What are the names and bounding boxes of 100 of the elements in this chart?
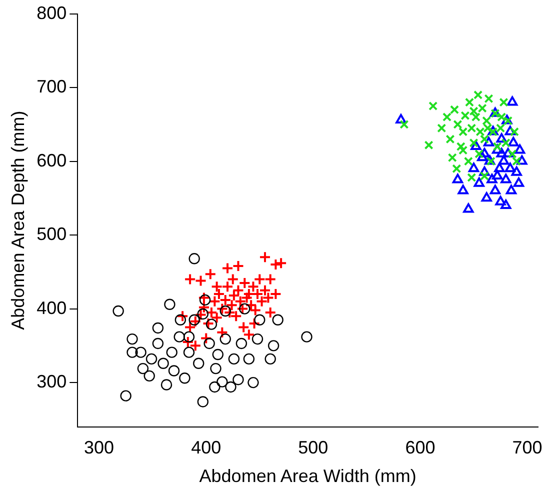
point [270, 288, 282, 300]
point [168, 365, 180, 376]
point [126, 346, 138, 358]
point [463, 203, 474, 213]
point [184, 273, 196, 286]
point [248, 376, 259, 388]
point [275, 257, 288, 270]
point [210, 362, 222, 374]
point [480, 134, 490, 144]
point [497, 112, 506, 122]
point [453, 120, 462, 129]
point [474, 177, 484, 187]
point [193, 358, 204, 369]
point [254, 273, 266, 286]
point [152, 338, 164, 350]
point [437, 124, 446, 133]
point [202, 318, 214, 330]
point [137, 362, 149, 374]
point [206, 318, 218, 330]
point [216, 326, 228, 338]
point [494, 162, 505, 172]
point [474, 149, 484, 158]
point [204, 268, 216, 280]
point [396, 114, 406, 124]
x-tick-label: 700 [512, 438, 542, 458]
point [464, 98, 474, 107]
point [258, 251, 271, 264]
point [483, 136, 494, 146]
x-tick-label: 500 [298, 438, 328, 458]
y-tick-label: 500 [36, 224, 67, 244]
point [468, 162, 480, 172]
point [470, 140, 482, 150]
point [502, 148, 514, 158]
point [512, 156, 522, 166]
point [496, 148, 507, 158]
x-tick-label: 600 [405, 438, 436, 458]
x-tick-label: 300 [84, 438, 114, 458]
point [216, 376, 228, 388]
y-tick-label: 600 [36, 150, 67, 170]
point [270, 258, 282, 271]
point [508, 136, 519, 146]
point [496, 124, 506, 133]
point [239, 303, 250, 314]
point [495, 196, 506, 206]
point [452, 174, 464, 184]
point [152, 322, 164, 334]
point [220, 333, 231, 345]
point [236, 338, 248, 350]
point [477, 152, 488, 162]
point [516, 155, 528, 165]
point [264, 306, 276, 318]
point [184, 321, 196, 334]
point [492, 144, 503, 154]
point [480, 172, 490, 181]
point [183, 331, 195, 342]
point [478, 104, 487, 113]
point [464, 156, 473, 166]
point [504, 126, 516, 136]
point [514, 144, 526, 154]
point [248, 318, 260, 330]
point [448, 153, 457, 162]
point [232, 260, 244, 272]
point [272, 314, 284, 326]
point [469, 138, 478, 148]
point [510, 127, 519, 136]
point [174, 331, 185, 342]
point [220, 305, 231, 317]
point [120, 390, 132, 402]
x-tick-label: 400 [191, 438, 222, 458]
point [474, 90, 483, 100]
point [442, 112, 452, 122]
point [450, 105, 460, 114]
point [500, 200, 512, 210]
point [500, 174, 512, 184]
point [164, 298, 176, 310]
point [146, 353, 158, 365]
point [225, 381, 236, 393]
y-tick-label: 400 [36, 298, 67, 318]
point [506, 96, 518, 106]
point [458, 184, 468, 194]
point [268, 340, 280, 352]
point [513, 177, 524, 187]
point [481, 192, 492, 202]
point [301, 331, 312, 342]
y-tick-label: 700 [36, 76, 67, 97]
point [135, 346, 146, 358]
point [501, 138, 510, 148]
point [458, 146, 468, 155]
point [446, 134, 455, 144]
point [179, 372, 190, 384]
point [400, 120, 409, 129]
y-axis-title: Abdomen Area Depth (mm) [8, 110, 28, 330]
point [492, 142, 502, 152]
point [204, 338, 215, 350]
point [112, 305, 124, 317]
point [506, 184, 517, 194]
point [456, 142, 466, 152]
point [197, 308, 208, 320]
point [264, 353, 276, 365]
point [252, 333, 264, 345]
